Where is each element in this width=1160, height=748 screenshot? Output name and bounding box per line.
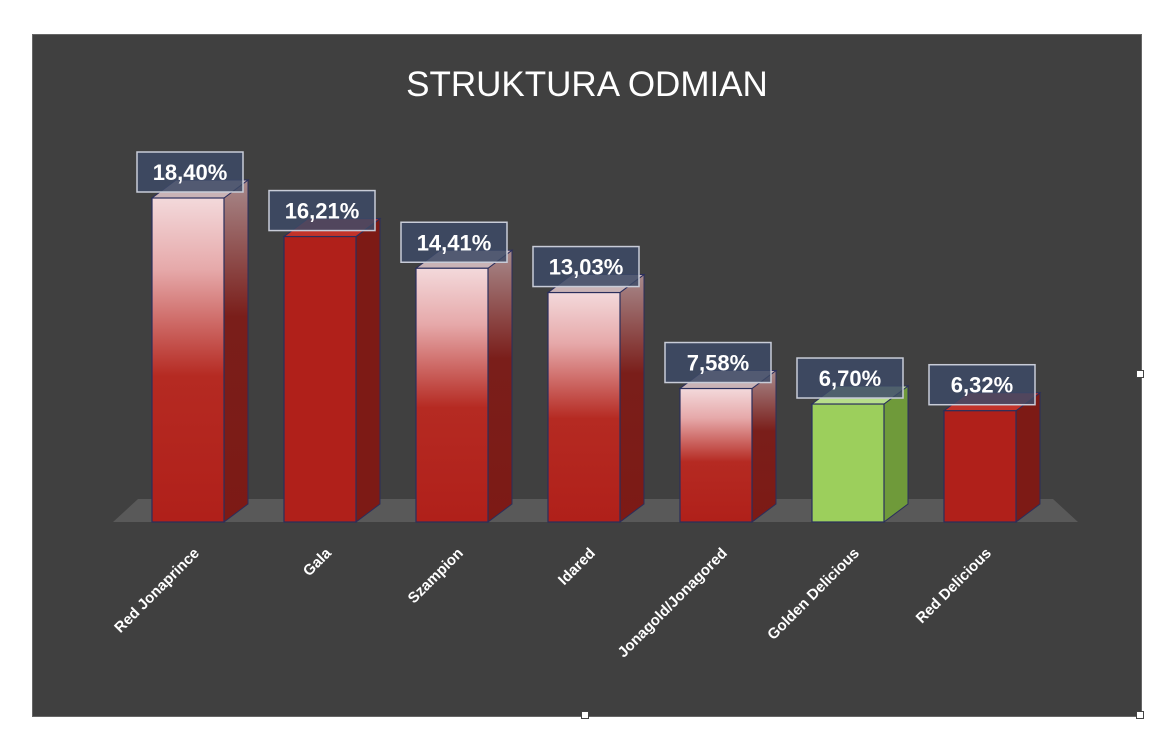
bar-front xyxy=(415,267,489,523)
bar-side xyxy=(487,249,513,523)
bar-front xyxy=(283,235,357,523)
bar[interactable] xyxy=(546,273,646,523)
data-label-text: 6,32% xyxy=(951,373,1013,398)
category-label: Golden Delicious xyxy=(764,545,863,644)
data-label: 13,03% xyxy=(532,245,640,288)
chart-area[interactable]: STRUKTURA ODMIAN 18,40% 16,21% 14,41% 13,03… xyxy=(32,34,1142,717)
bar-side xyxy=(751,369,777,523)
data-label-text: 6,70% xyxy=(819,366,881,391)
data-label-text: 18,40% xyxy=(153,160,228,185)
data-label: 6,32% xyxy=(928,363,1036,406)
data-label-text: 14,41% xyxy=(417,230,492,255)
data-label: 6,70% xyxy=(796,357,904,399)
category-label: Red Delicious xyxy=(913,545,995,627)
bar-side xyxy=(883,385,909,523)
bar-chart-plot: 18,40%16,21%14,41%13,03%7,58%6,70% 6,32% … xyxy=(111,151,1078,661)
bar-side xyxy=(355,217,381,523)
category-label: Szampion xyxy=(405,545,467,607)
chart-title: STRUKTURA ODMIAN xyxy=(406,65,768,104)
bar-side xyxy=(1015,391,1041,523)
resize-handle-bottom-right[interactable] xyxy=(1136,711,1144,719)
bar[interactable] xyxy=(414,249,514,523)
data-label-box xyxy=(268,189,376,232)
category-label: Gala xyxy=(300,544,335,579)
bar-front xyxy=(679,387,753,523)
data-label-text: 7,58% xyxy=(687,351,749,376)
data-label: 18,40% xyxy=(136,151,244,193)
bar-front xyxy=(811,403,885,523)
bar[interactable] xyxy=(678,369,778,523)
data-label-box xyxy=(928,363,1036,406)
bar-front xyxy=(943,410,1017,523)
data-label-box xyxy=(136,151,244,193)
data-label: 16,21% xyxy=(268,189,376,232)
bar-front xyxy=(151,197,225,523)
bar[interactable] xyxy=(810,385,910,523)
data-label: 14,41% xyxy=(400,221,508,264)
bar[interactable] xyxy=(942,391,1042,523)
category-label: Idared xyxy=(555,545,599,589)
bar-side xyxy=(619,273,645,523)
category-label: Jonagold/Jonagored xyxy=(614,545,730,661)
bar[interactable] xyxy=(282,217,382,523)
data-label: 7,58% xyxy=(664,341,772,384)
resize-handle-right[interactable] xyxy=(1136,370,1144,378)
data-label-box xyxy=(532,245,640,288)
resize-handle-bottom[interactable] xyxy=(581,711,589,719)
data-label-text: 16,21% xyxy=(285,199,360,224)
bar-front xyxy=(547,291,621,523)
data-label-box xyxy=(796,357,904,399)
data-label-text: 13,03% xyxy=(549,255,624,280)
category-label: Red Jonaprince xyxy=(111,545,203,637)
data-label-box xyxy=(664,341,772,384)
data-label-box xyxy=(400,221,508,264)
bar[interactable] xyxy=(150,179,250,523)
bar-side xyxy=(223,179,249,523)
